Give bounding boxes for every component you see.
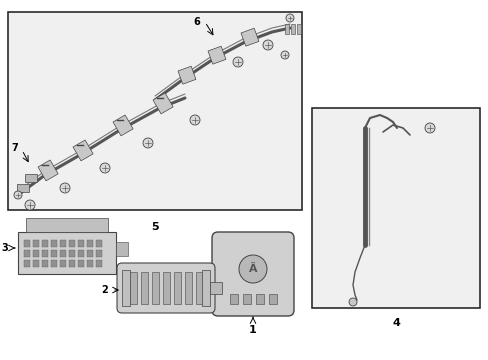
Bar — [42, 240, 48, 247]
Bar — [96, 250, 102, 257]
Bar — [24, 250, 30, 257]
Bar — [60, 260, 66, 267]
Bar — [51, 250, 57, 257]
Bar — [38, 160, 58, 181]
Text: 2: 2 — [101, 285, 108, 295]
Bar — [87, 250, 93, 257]
Text: 5: 5 — [151, 222, 159, 232]
Bar — [51, 260, 57, 267]
Bar — [33, 240, 39, 247]
Bar — [268, 294, 276, 304]
Bar — [78, 250, 84, 257]
Bar — [60, 240, 66, 247]
Bar — [229, 294, 238, 304]
Bar — [202, 270, 209, 306]
Circle shape — [100, 163, 110, 173]
Bar — [116, 242, 128, 256]
Bar — [25, 174, 37, 182]
Bar — [285, 24, 288, 34]
FancyBboxPatch shape — [117, 263, 215, 313]
Bar — [209, 282, 222, 294]
Circle shape — [232, 57, 243, 67]
Bar — [311, 108, 479, 308]
Bar — [17, 184, 29, 192]
Bar — [69, 260, 75, 267]
Text: 4: 4 — [391, 318, 399, 328]
Circle shape — [424, 123, 434, 133]
Circle shape — [142, 138, 153, 148]
Bar — [60, 250, 66, 257]
Bar — [26, 218, 108, 232]
Bar — [296, 24, 301, 34]
Circle shape — [263, 40, 272, 50]
Bar — [33, 260, 39, 267]
Bar — [96, 240, 102, 247]
Bar — [8, 12, 302, 210]
Text: Ä: Ä — [248, 264, 257, 274]
Bar — [207, 46, 225, 64]
Bar — [290, 24, 294, 34]
Text: 3: 3 — [1, 243, 8, 253]
Bar — [18, 232, 116, 274]
Text: 7: 7 — [11, 143, 18, 153]
FancyBboxPatch shape — [212, 232, 293, 316]
Bar — [241, 28, 259, 46]
Bar — [73, 140, 93, 161]
Bar — [130, 272, 137, 304]
Bar — [184, 272, 192, 304]
Bar — [153, 93, 173, 114]
Bar — [141, 272, 148, 304]
Bar — [178, 66, 196, 84]
Circle shape — [14, 191, 22, 199]
Bar — [196, 272, 203, 304]
Bar — [78, 260, 84, 267]
Bar — [122, 270, 130, 306]
Circle shape — [239, 255, 266, 283]
Bar — [113, 115, 133, 136]
Bar — [33, 250, 39, 257]
Bar — [51, 240, 57, 247]
Bar — [87, 260, 93, 267]
Text: 1: 1 — [248, 325, 256, 335]
Bar — [152, 272, 159, 304]
Circle shape — [281, 51, 288, 59]
Bar — [256, 294, 264, 304]
Bar — [243, 294, 250, 304]
Bar — [163, 272, 170, 304]
Circle shape — [285, 14, 293, 22]
Bar — [24, 260, 30, 267]
Circle shape — [190, 115, 200, 125]
Bar — [69, 240, 75, 247]
Circle shape — [25, 200, 35, 210]
Bar — [42, 250, 48, 257]
Circle shape — [348, 298, 356, 306]
Bar — [174, 272, 181, 304]
Circle shape — [60, 183, 70, 193]
Bar — [78, 240, 84, 247]
Bar — [96, 260, 102, 267]
Bar — [69, 250, 75, 257]
Bar — [42, 260, 48, 267]
Bar — [87, 240, 93, 247]
Bar — [24, 240, 30, 247]
Text: 6: 6 — [193, 17, 200, 27]
